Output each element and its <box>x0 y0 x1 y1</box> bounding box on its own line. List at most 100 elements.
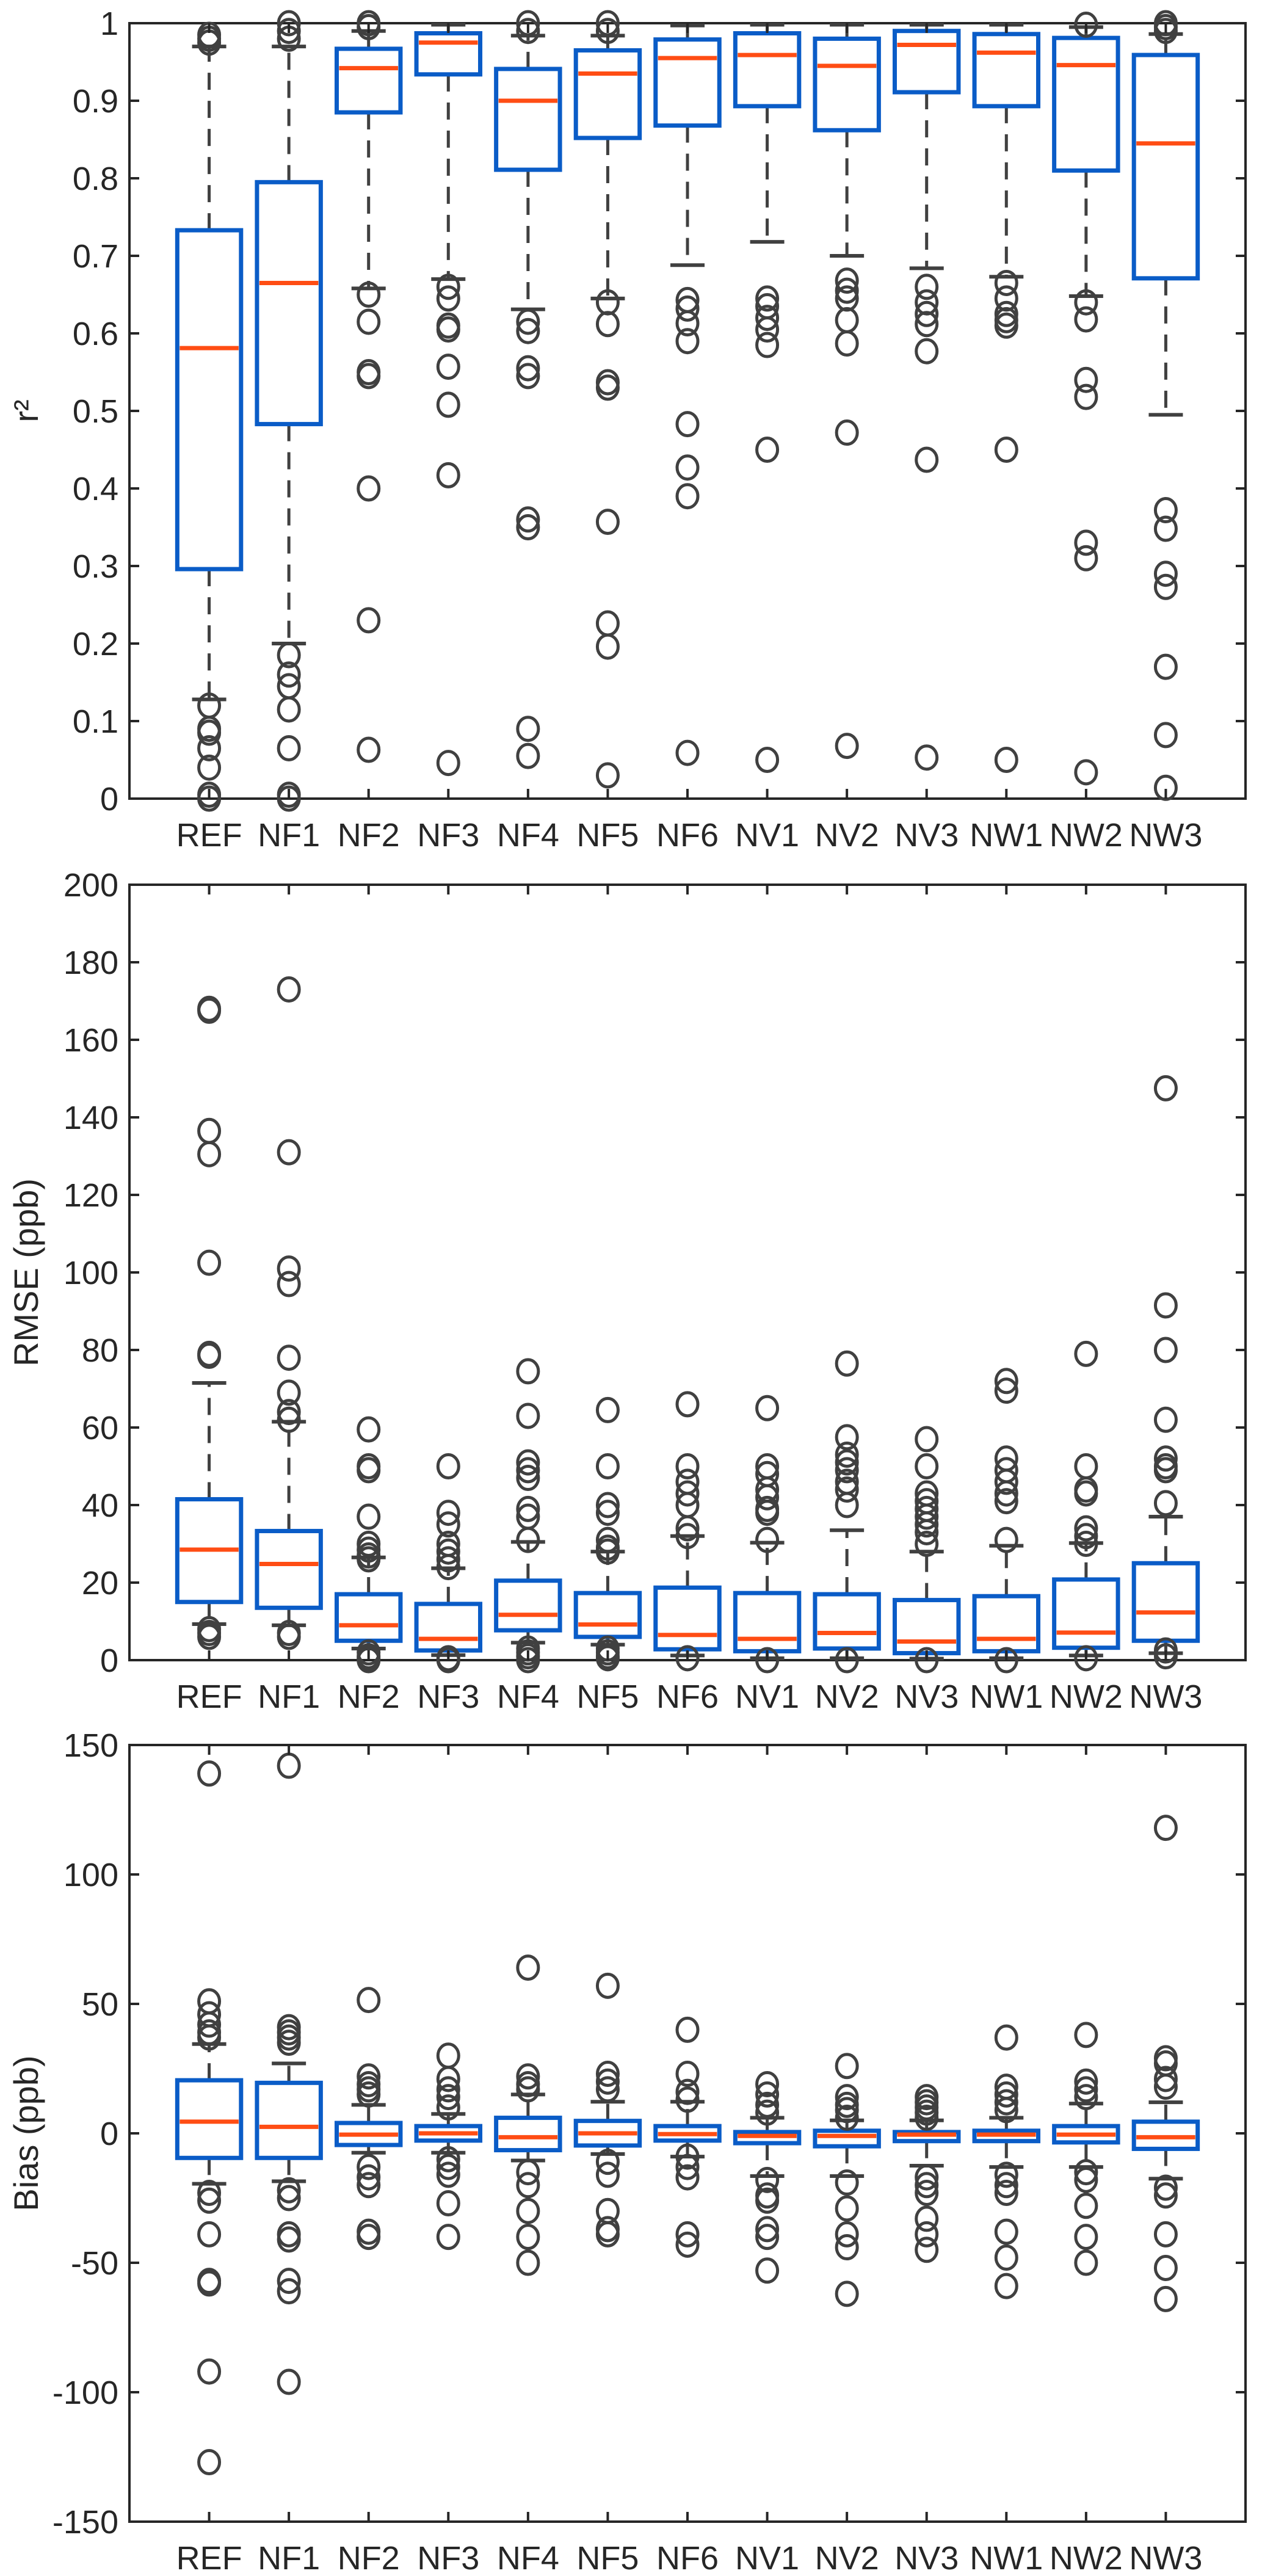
box-NF3 <box>414 1453 483 1674</box>
outlier-point <box>835 2221 859 2248</box>
outlier-point <box>277 661 301 688</box>
outlier-point <box>516 1465 540 1492</box>
outlier-point <box>357 2063 381 2090</box>
outlier-point <box>755 1526 780 1553</box>
iqr-box <box>653 1585 722 1652</box>
y-tick-label: 60 <box>82 1410 118 1446</box>
outlier-point <box>835 2169 859 2196</box>
iqr-box <box>733 1591 802 1653</box>
outlier-point <box>1153 1445 1178 1472</box>
outlier-point <box>675 1515 700 1542</box>
outlier-point <box>755 2257 780 2284</box>
outlier-point <box>436 2066 460 2092</box>
outlier-point <box>835 2053 859 2080</box>
outlier-point <box>1153 722 1178 749</box>
box-NV1 <box>733 2070 802 2284</box>
outlier-point <box>595 311 620 338</box>
x-tick-label: NF3 <box>417 2540 479 2576</box>
x-tick-label: NW2 <box>1050 817 1123 854</box>
outlier-point <box>357 1647 381 1674</box>
x-tick-label: REF <box>176 1678 242 1715</box>
outlier-point <box>675 2078 700 2105</box>
outlier-point <box>1074 2166 1098 2193</box>
box-REF <box>175 21 244 812</box>
iqr-box <box>892 29 961 95</box>
outlier-point <box>915 2237 939 2263</box>
iqr-box <box>813 1592 881 1651</box>
outlier-point <box>755 2182 780 2209</box>
outlier-point <box>357 607 381 634</box>
outlier-point <box>915 744 939 771</box>
box-NF1 <box>255 1752 323 2395</box>
outlier-point <box>436 2153 460 2180</box>
box-NW2 <box>1052 2022 1120 2276</box>
outlier-point <box>1153 497 1178 524</box>
y-tick-label: 0.2 <box>73 626 118 662</box>
outlier-point <box>835 277 859 304</box>
outlier-point <box>675 739 700 766</box>
outlier-point <box>755 305 780 332</box>
x-tick-label: NF2 <box>338 817 400 854</box>
x-tick-label: NF4 <box>497 817 559 854</box>
outlier-point <box>357 736 381 763</box>
outlier-point <box>994 1368 1018 1395</box>
x-tick-label: NV3 <box>894 1678 959 1715</box>
outlier-point <box>197 1624 222 1650</box>
outlier-point <box>1153 515 1178 542</box>
outlier-point <box>994 2172 1018 2199</box>
x-tick-label: NF1 <box>258 1678 320 1715</box>
outlier-point <box>277 2185 301 2211</box>
iqr-box <box>334 46 403 115</box>
outlier-point <box>436 1500 460 1526</box>
outlier-point <box>994 2024 1018 2051</box>
outlier-point <box>595 2068 620 2095</box>
outlier-point <box>197 735 222 761</box>
x-tick-label: NF1 <box>258 2540 320 2576</box>
x-tick-label: NW2 <box>1050 1678 1123 1715</box>
outlier-point <box>277 1344 301 1371</box>
outlier-point <box>516 308 540 335</box>
outlier-point <box>675 2086 700 2113</box>
outlier-point <box>994 2161 1018 2188</box>
y-tick-label: 50 <box>82 1986 118 2023</box>
outlier-point <box>835 1476 859 1503</box>
outlier-point <box>197 1141 222 1167</box>
outlier-point <box>994 2273 1018 2299</box>
y-tick-label: 0.1 <box>73 703 118 740</box>
outlier-point <box>1074 289 1098 316</box>
outlier-point <box>915 2164 939 2191</box>
outlier-point <box>436 1546 460 1573</box>
outlier-point <box>675 1523 700 1550</box>
outlier-point <box>835 1441 859 1468</box>
x-tick-label: NV3 <box>894 2540 959 2576</box>
outlier-point <box>277 2368 301 2395</box>
outlier-point <box>436 2094 460 2121</box>
outlier-point <box>1074 1453 1098 1479</box>
outlier-point <box>197 1117 222 1144</box>
iqr-box <box>1052 1577 1120 1650</box>
outlier-point <box>197 2448 222 2475</box>
y-tick-label: 0.9 <box>73 83 118 120</box>
box-NV1 <box>733 23 802 773</box>
outlier-point <box>1074 1515 1098 1542</box>
box-NF4 <box>494 10 562 769</box>
outlier-point <box>197 2024 222 2051</box>
iqr-box <box>1052 35 1120 173</box>
box-NW2 <box>1052 1340 1120 1672</box>
x-tick-label: NF6 <box>656 2540 719 2576</box>
box-NV2 <box>813 23 881 760</box>
box-NV3 <box>892 1426 961 1674</box>
iqr-box <box>175 1497 244 1605</box>
box-NV2 <box>813 1350 881 1674</box>
outlier-point <box>277 10 301 37</box>
outlier-point <box>994 747 1018 773</box>
y-tick-label: 0.5 <box>73 393 118 430</box>
outlier-point <box>1153 2073 1178 2100</box>
box-REF <box>175 1760 244 2475</box>
outlier-point <box>755 2187 780 2214</box>
outlier-point <box>1074 12 1098 38</box>
box-NF5 <box>573 1396 642 1672</box>
y-tick-label: 120 <box>63 1177 118 1214</box>
iqr-box <box>255 1529 323 1610</box>
